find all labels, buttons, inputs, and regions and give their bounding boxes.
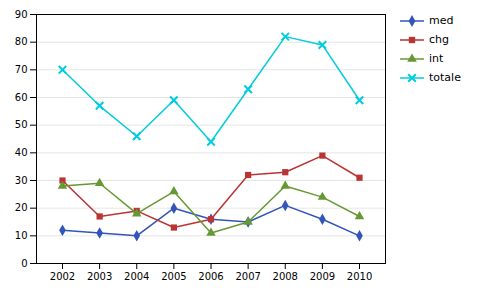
svg-text:2009: 2009	[310, 271, 335, 282]
svg-text:0: 0	[21, 258, 27, 269]
svg-text:2004: 2004	[124, 271, 149, 282]
svg-text:40: 40	[15, 147, 28, 158]
svg-text:2010: 2010	[347, 271, 372, 282]
svg-text:50: 50	[15, 119, 28, 130]
html-text:int: int	[429, 52, 444, 65]
svg-text:30: 30	[15, 175, 28, 186]
svg-text:2006: 2006	[198, 271, 223, 282]
svg-text:2008: 2008	[273, 271, 298, 282]
svg-text:80: 80	[15, 36, 28, 47]
html-text:chg: chg	[429, 33, 449, 46]
svg-text:70: 70	[15, 64, 28, 75]
svg-text:90: 90	[15, 9, 28, 20]
svg-text:20: 20	[15, 202, 28, 213]
html-text:med: med	[429, 14, 454, 27]
html-text:totale: totale	[429, 71, 461, 84]
svg-text:2002: 2002	[50, 271, 75, 282]
svg-text:10: 10	[15, 230, 28, 241]
svg-text:2003: 2003	[87, 271, 112, 282]
svg-text:2005: 2005	[161, 271, 186, 282]
svg-text:60: 60	[15, 92, 28, 103]
svg-text:2007: 2007	[235, 271, 260, 282]
